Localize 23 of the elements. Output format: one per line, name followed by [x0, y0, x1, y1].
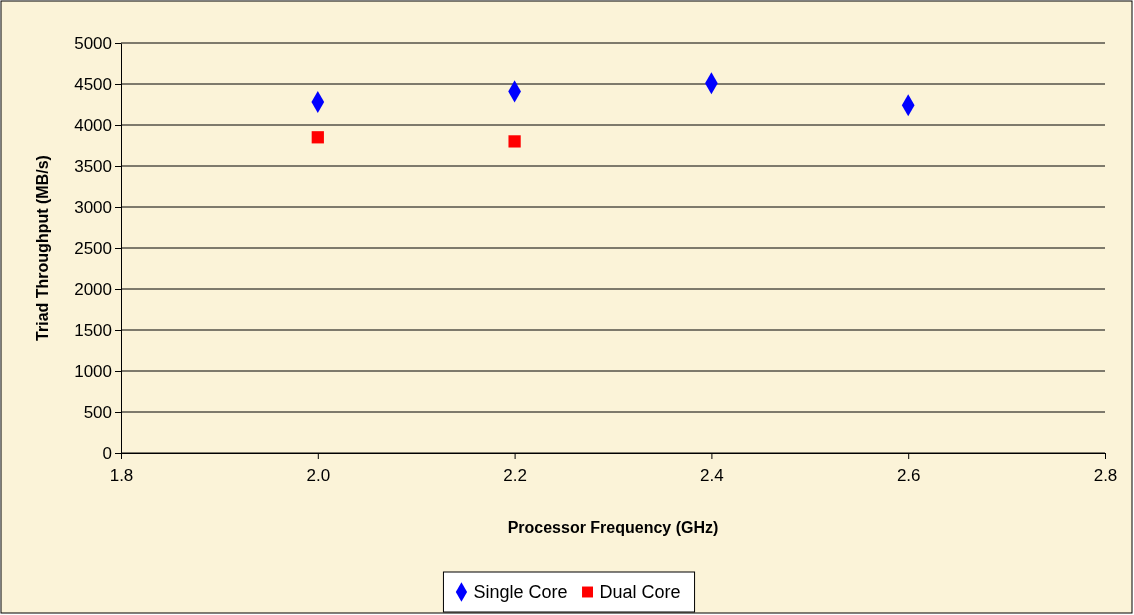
y-tick-label: 3000: [74, 197, 112, 217]
y-tick-label: 3500: [74, 156, 112, 176]
y-tick-label: 2000: [74, 279, 112, 299]
y-axis-title: Triad Throughput (MB/s): [34, 155, 51, 341]
y-tick-label: 4500: [74, 74, 112, 94]
legend-label: Dual Core: [599, 582, 681, 602]
x-tick-label: 2.8: [1093, 465, 1118, 485]
x-tick-label: 2.6: [896, 465, 921, 485]
x-tick-label: 2.0: [306, 465, 331, 485]
x-axis-title: Processor Frequency (GHz): [507, 519, 719, 536]
point: [311, 131, 324, 144]
y-tick-label: 1000: [74, 361, 112, 381]
y-tick-label: 4000: [74, 115, 112, 135]
y-tick-label: 500: [83, 402, 112, 422]
y-tick-label: 5000: [74, 33, 112, 53]
x-tick-label: 2.4: [700, 465, 724, 485]
y-tick-label: 0: [102, 443, 112, 463]
legend-label: Single Core: [473, 582, 568, 602]
x-tick-label: 2.2: [503, 465, 527, 485]
point: [508, 135, 521, 148]
y-tick-label: 1500: [74, 320, 112, 340]
y-tick-label: 2500: [74, 238, 112, 258]
x-tick-label: 1.8: [109, 465, 134, 485]
